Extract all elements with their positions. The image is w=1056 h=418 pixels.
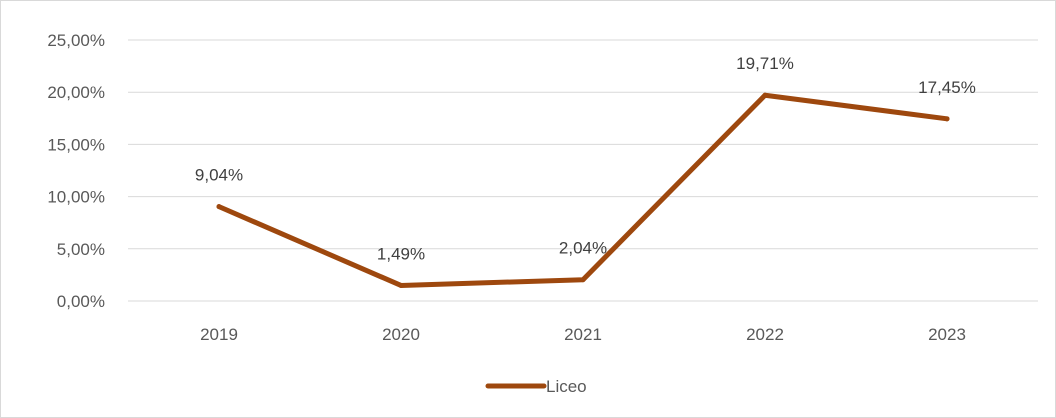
y-tick-label: 5,00% — [57, 240, 105, 259]
data-label: 9,04% — [195, 166, 243, 185]
data-point — [398, 282, 404, 288]
y-tick-label: 25,00% — [47, 31, 105, 50]
series-liceo — [216, 92, 950, 288]
data-label: 17,45% — [918, 78, 976, 97]
x-tick-label: 2023 — [928, 325, 966, 344]
legend-label-liceo: Liceo — [546, 377, 587, 396]
data-point — [762, 92, 768, 98]
y-tick-label: 10,00% — [47, 188, 105, 207]
x-axis: 2019 2020 2021 2022 2023 — [200, 325, 966, 344]
data-label: 2,04% — [559, 239, 607, 258]
y-tick-label: 0,00% — [57, 292, 105, 311]
data-point — [944, 116, 950, 122]
y-tick-label: 15,00% — [47, 135, 105, 154]
legend: Liceo — [485, 377, 587, 396]
data-label: 19,71% — [736, 54, 794, 73]
x-tick-label: 2022 — [746, 325, 784, 344]
data-labels: 9,04% 1,49% 2,04% 19,71% 17,45% — [195, 54, 976, 263]
x-tick-label: 2020 — [382, 325, 420, 344]
x-tick-label: 2021 — [564, 325, 602, 344]
data-point — [580, 277, 586, 283]
y-axis: 0,00% 5,00% 10,00% 15,00% 20,00% 25,00% — [47, 31, 105, 311]
gridlines — [128, 39, 1038, 302]
data-label: 1,49% — [377, 244, 425, 263]
x-tick-label: 2019 — [200, 325, 238, 344]
data-point — [216, 204, 222, 210]
y-tick-label: 20,00% — [47, 83, 105, 102]
